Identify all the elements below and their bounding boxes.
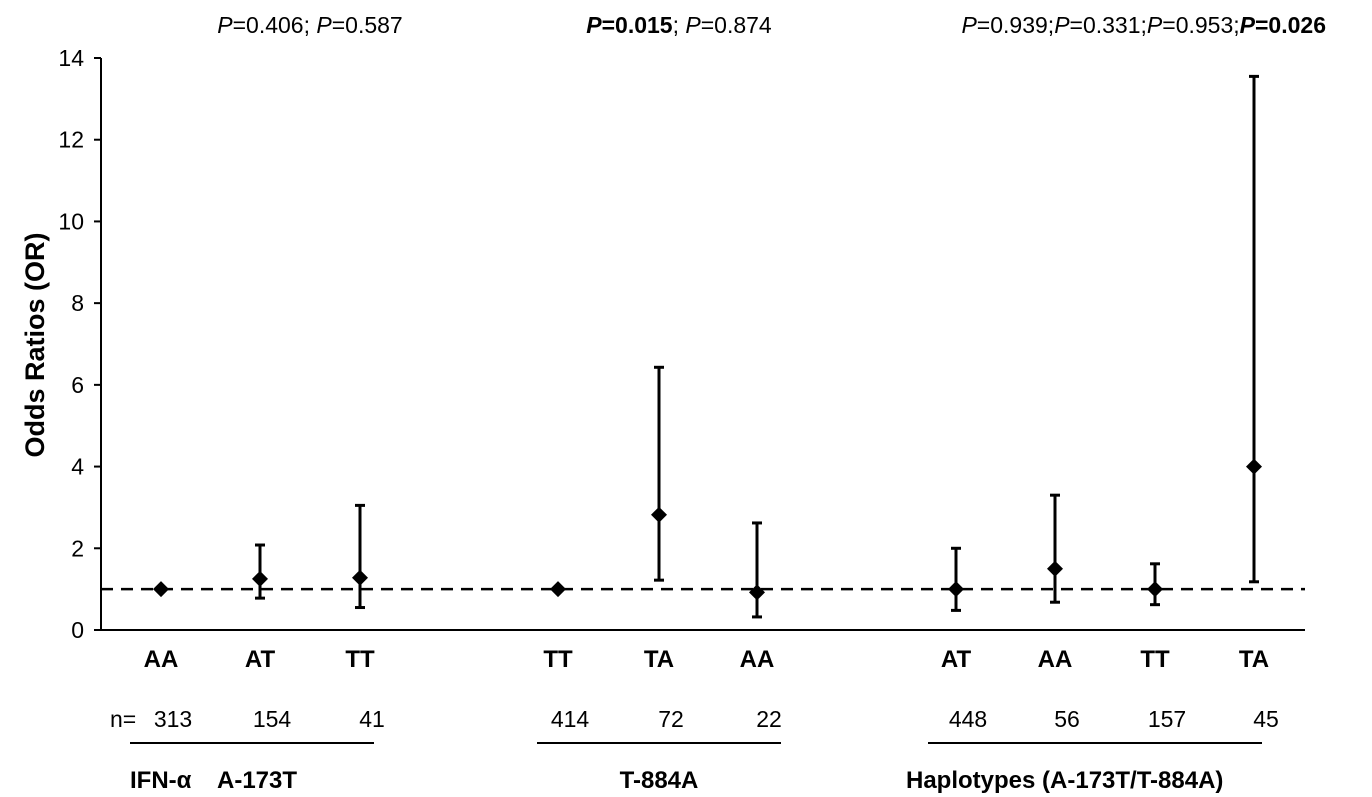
data-point-marker [153, 581, 169, 598]
y-tick-label: 8 [71, 290, 84, 316]
p-value: =0.587 [332, 12, 403, 38]
sample-size-label: 72 [658, 706, 684, 732]
p-symbol: P [685, 12, 701, 38]
sample-size-label: 41 [359, 706, 385, 732]
p-symbol: P [1147, 12, 1163, 38]
y-tick-label: 0 [71, 617, 84, 643]
sample-size-label: 22 [756, 706, 782, 732]
y-tick-label: 12 [58, 127, 84, 153]
p-separator: ; [1233, 12, 1239, 38]
data-point-marker [948, 581, 964, 598]
data-point-marker [352, 569, 368, 586]
p-separator: ; [673, 12, 686, 38]
y-tick-label: 10 [58, 208, 84, 234]
p-symbol: P [1054, 12, 1070, 38]
x-category-label: AA [740, 646, 775, 673]
group-prefix-label: IFN-α [130, 767, 192, 794]
sample-size-label: 56 [1054, 706, 1080, 732]
p-symbol: P [1240, 12, 1256, 38]
x-category-label: TA [644, 646, 674, 673]
x-category-label: TA [1239, 646, 1269, 673]
data-point-marker [1147, 581, 1163, 598]
p-symbol: P [316, 12, 332, 38]
data-point-marker [1246, 458, 1262, 475]
x-category-label: TT [543, 646, 573, 673]
p-symbol: P [961, 12, 977, 38]
data-point-marker [1047, 560, 1063, 577]
x-category-label: AT [941, 646, 972, 673]
p-value-row: P=0.939;P=0.331;P=0.953;P=0.026 [961, 12, 1326, 38]
sample-size-label: 448 [949, 706, 987, 732]
sample-size-label: 157 [1148, 706, 1186, 732]
group-label: Haplotypes (A-173T/T-884A) [906, 767, 1223, 794]
x-category-label: AA [144, 646, 179, 673]
p-value: =0.015 [602, 12, 673, 38]
sample-size-label: 414 [551, 706, 590, 732]
group-label: A-173T [217, 767, 297, 794]
y-tick-label: 14 [58, 45, 84, 71]
x-category-label: AA [1038, 646, 1073, 673]
sample-size-label: 313 [154, 706, 192, 732]
p-separator: ; [304, 12, 317, 38]
p-value-row: P=0.406; P=0.587 [217, 12, 402, 38]
p-value: =0.939 [977, 12, 1048, 38]
x-category-label: TT [1140, 646, 1170, 673]
data-point-marker [749, 584, 765, 601]
p-value-row: P=0.015; P=0.874 [586, 12, 772, 38]
data-point-marker [651, 506, 667, 523]
sample-size-label: 45 [1253, 706, 1279, 732]
p-value: =0.331 [1070, 12, 1141, 38]
count-prefix: n= [110, 706, 136, 732]
x-category-label: TT [345, 646, 375, 673]
sample-size-label: 154 [253, 706, 292, 732]
y-tick-label: 2 [71, 535, 84, 561]
y-axis-label: Odds Ratios (OR) [20, 232, 50, 457]
p-separator: ; [1141, 12, 1147, 38]
p-value: =0.406 [233, 12, 304, 38]
x-category-label: AT [245, 646, 276, 673]
data-point-marker [550, 581, 566, 598]
y-tick-label: 4 [71, 454, 84, 480]
p-separator: ; [1048, 12, 1054, 38]
p-value: =0.026 [1255, 12, 1326, 38]
p-symbol: P [586, 12, 602, 38]
p-symbol: P [217, 12, 233, 38]
group-label: T-884A [620, 767, 699, 794]
data-point-marker [252, 570, 268, 587]
p-value: =0.953 [1162, 12, 1233, 38]
p-value: =0.874 [701, 12, 772, 38]
y-tick-label: 6 [71, 372, 84, 398]
